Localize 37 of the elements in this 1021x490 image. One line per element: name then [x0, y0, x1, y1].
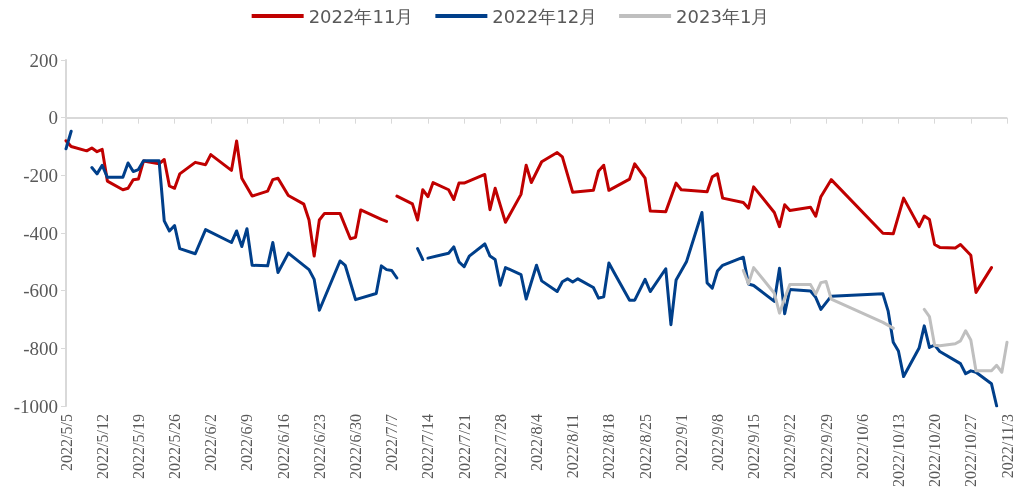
x-tick-label: 2022/7/7	[383, 414, 401, 471]
x-tick-label: 2022/5/12	[93, 414, 111, 479]
x-tick-label: 2022/10/20	[926, 414, 944, 487]
x-tick-label: 2022/6/2	[202, 414, 220, 471]
y-tick-label: -600	[23, 280, 58, 302]
x-tick-label: 2022/6/16	[274, 414, 292, 479]
x-tick-label: 2022/8/25	[636, 414, 654, 479]
x-tick-label: 2022/6/30	[347, 414, 365, 479]
x-tick-label: 2022/9/22	[781, 414, 799, 479]
x-tick-label: 2022/11/3	[998, 414, 1016, 479]
x-tick-label: 2022/7/28	[491, 414, 509, 479]
x-tick-label: 2022/10/27	[962, 414, 980, 487]
x-tick-label: 2022/8/18	[600, 414, 618, 479]
x-tick-label: 2022/5/19	[129, 414, 147, 479]
y-tick-label: -200	[23, 164, 58, 186]
x-tick-label: 2022/6/9	[238, 414, 256, 471]
x-tick-label: 2022/5/26	[166, 414, 184, 479]
x-tick-label: 2022/6/23	[310, 414, 328, 479]
y-tick-label: 200	[29, 49, 58, 71]
x-tick-label: 2022/8/4	[528, 414, 545, 471]
x-tick-label: 2022/9/15	[745, 414, 763, 479]
x-tick-label: 2022/5/5	[57, 414, 75, 471]
y-tick-label: -400	[23, 222, 58, 244]
x-tick-label: 2022/10/6	[853, 414, 871, 479]
x-tick-label: 2022/10/13	[889, 414, 907, 487]
x-tick-label: 2022/9/1	[672, 414, 690, 471]
x-tick-label: 2022/9/8	[708, 414, 726, 471]
legend-label: 2022年11月	[308, 5, 414, 27]
y-tick-label: -800	[23, 337, 58, 359]
x-tick-label: 2022/8/11	[564, 414, 582, 479]
x-tick-label: 2022/7/14	[419, 414, 437, 479]
legend-label: 2022年12月	[492, 5, 598, 27]
y-tick-label: -1000	[13, 395, 58, 417]
x-tick-label: 2022/9/29	[817, 414, 835, 479]
x-tick-label: 2022/7/21	[455, 414, 473, 479]
legend-label: 2023年1月	[676, 5, 770, 27]
y-tick-label: 0	[48, 107, 58, 129]
